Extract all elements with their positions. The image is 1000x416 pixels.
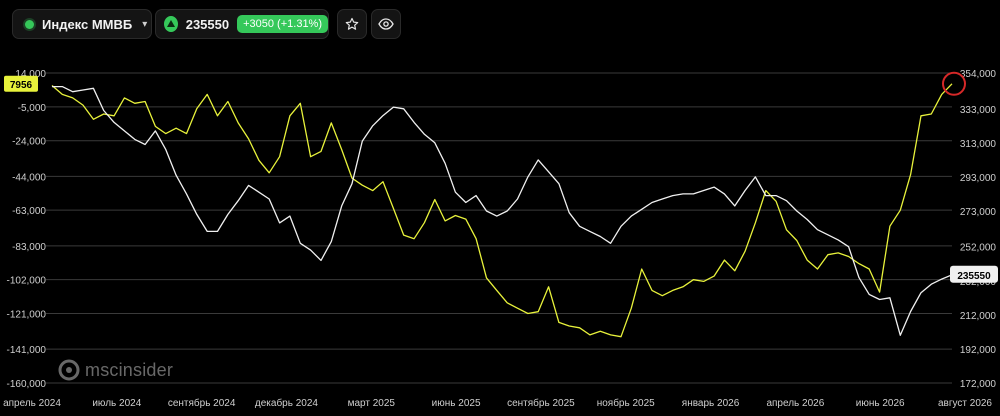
right-axis-tick-label: 313,000	[960, 139, 997, 150]
left-last-value-label: 7956	[10, 80, 33, 91]
x-axis-tick-label: ноябрь 2025	[597, 397, 655, 409]
x-axis-tick-label: июнь 2026	[856, 398, 905, 409]
eye-icon	[378, 18, 394, 30]
watch-button[interactable]	[371, 9, 401, 39]
current-price: 235550	[185, 16, 230, 32]
right-axis-tick-label: 172,000	[960, 379, 997, 390]
left-axis-tick-label: -63,000	[12, 206, 46, 217]
highlight-circle	[942, 71, 966, 96]
chevron-down-icon: ▾	[142, 18, 148, 30]
right-axis-series-line	[52, 85, 953, 336]
left-axis-tick-label: -121,000	[7, 310, 47, 321]
x-axis-tick-label: декабрь 2024	[255, 397, 319, 409]
index-selector[interactable]: Индекс ММВБ ▾	[12, 9, 152, 39]
left-axis-tick-label: -160,000	[7, 379, 47, 390]
index-name: Индекс ММВБ	[42, 16, 133, 32]
watermark-logo: mscinsider	[58, 359, 173, 381]
top-bar: Индекс ММВБ ▾ 235550 +3050 (+1.31%)	[0, 0, 1000, 46]
x-axis-tick-label: сентябрь 2024	[168, 397, 236, 409]
left-axis-series-line	[51, 83, 953, 338]
x-axis-tick-label: апрель 2024	[3, 398, 61, 409]
left-axis-tick-label: -83,000	[12, 242, 46, 253]
watermark-text: mscinsider	[85, 359, 174, 380]
left-axis-tick-label: -44,000	[12, 172, 46, 183]
right-last-value-label: 235550	[957, 271, 991, 282]
right-axis-tick-label: 293,000	[960, 173, 997, 184]
brand-logo-icon	[58, 359, 80, 381]
favorite-button[interactable]	[337, 9, 367, 39]
x-axis-tick-label: сентябрь 2025	[507, 397, 575, 409]
x-axis-tick-label: август 2026	[938, 398, 992, 409]
x-axis-tick-label: январь 2026	[682, 398, 740, 409]
right-axis-tick-label: 252,000	[960, 243, 997, 254]
left-axis-tick-label: -102,000	[7, 276, 47, 287]
right-axis-tick-label: 333,000	[960, 105, 997, 116]
x-axis-tick-label: июль 2024	[92, 398, 141, 409]
right-last-value-tag	[950, 265, 998, 283]
x-axis-tick-label: апрель 2026	[766, 398, 824, 409]
right-axis-tick-label: 192,000	[960, 345, 997, 356]
price-summary: 235550 +3050 (+1.31%)	[155, 9, 329, 39]
left-last-value-tag	[4, 75, 38, 92]
right-axis-tick-label: 273,000	[960, 207, 997, 218]
dual-axis-line-chart: 14,000 -5,000 -24,000 -44,000 -63,000 -83,000…	[3, 69, 998, 409]
left-axis-tick-label: 14,000	[15, 69, 46, 80]
right-axis-tick-label: 212,000	[960, 311, 997, 322]
chart-area: 14,000 -5,000 -24,000 -44,000 -63,000 -83,000…	[0, 46, 1000, 411]
x-axis-tick-label: июнь 2025	[432, 398, 481, 409]
x-axis-tick-label: март 2025	[348, 398, 396, 409]
left-axis-tick-label: -24,000	[12, 137, 46, 148]
live-status-dot	[25, 19, 34, 29]
price-change-badge: +3050 (+1.31%)	[237, 15, 328, 33]
star-icon	[345, 17, 359, 30]
up-arrow-icon	[164, 16, 178, 32]
left-axis-tick-label: -5,000	[18, 103, 47, 114]
right-axis-tick-label: 354,000	[960, 69, 997, 80]
left-axis-tick-label: -141,000	[7, 345, 47, 356]
